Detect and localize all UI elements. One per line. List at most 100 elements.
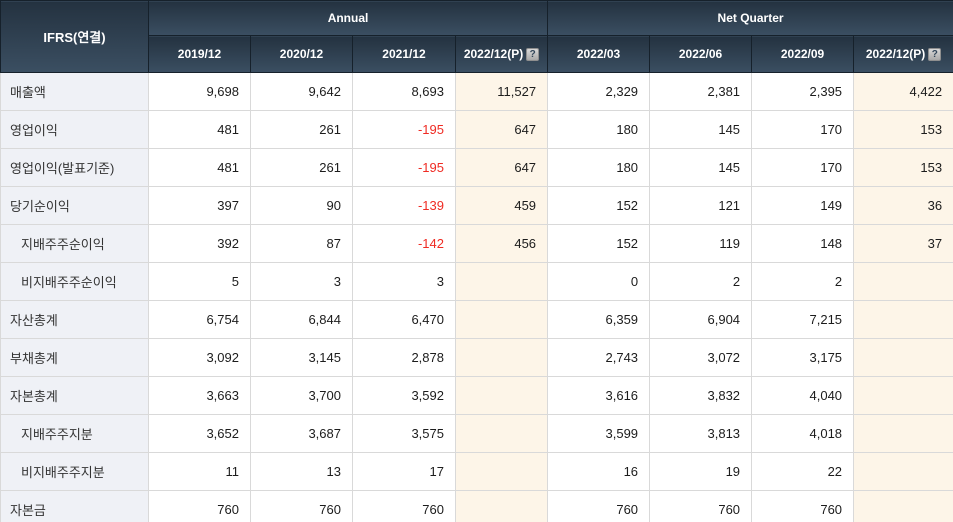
value-cell: 145: [649, 110, 753, 149]
help-icon[interactable]: ?: [928, 48, 942, 61]
help-icon[interactable]: ?: [526, 48, 540, 61]
value-cell: -139: [352, 186, 456, 225]
row-label: 자본총계: [0, 376, 149, 415]
value-cell: 180: [547, 148, 651, 187]
column-header-label: 2022/03: [576, 47, 621, 61]
column-header: 2019/12: [148, 35, 251, 73]
table-row: 부채총계 3,092 3,145 2,878 2,743 3,072 3,175: [0, 338, 953, 377]
value-cell: [454, 262, 549, 301]
value-cell: 121: [649, 186, 753, 225]
value-cell: [454, 300, 549, 339]
row-label: 비지배주주지분: [0, 452, 149, 491]
value-cell: 3,663: [148, 376, 251, 415]
group-header-annual: Annual: [147, 0, 549, 36]
value-cell: 3,832: [649, 376, 753, 415]
year-header-row: 2019/12 2020/12 2021/12 2022/12(P)? 2022/03 2…: [1, 35, 953, 73]
column-header-label: 2019/12: [177, 47, 222, 61]
value-cell: 170: [751, 148, 855, 187]
column-header: 2022/06: [649, 35, 753, 73]
column-header-label: 2020/12: [279, 47, 324, 61]
value-cell: 22: [751, 452, 855, 491]
value-cell: 3,813: [649, 414, 753, 453]
value-cell: -142: [352, 224, 456, 263]
value-cell: 4,018: [751, 414, 855, 453]
table-body: 매출액 9,698 9,642 8,693 11,527 2,329 2,381 2,395 4…: [0, 72, 953, 522]
value-cell: -195: [352, 148, 456, 187]
value-cell: 8,693: [352, 72, 456, 111]
value-cell: [853, 376, 953, 415]
value-cell: 180: [547, 110, 651, 149]
value-cell: 2,395: [751, 72, 855, 111]
value-cell: 456: [454, 224, 549, 263]
table-row: 지배주주지분 3,652 3,687 3,575 3,599 3,813 4,018: [0, 414, 953, 453]
value-cell: 149: [751, 186, 855, 225]
value-cell: 6,844: [250, 300, 353, 339]
column-header: 2022/09: [751, 35, 855, 73]
row-label: 당기순이익: [0, 186, 149, 225]
value-cell: 3,175: [751, 338, 855, 377]
value-cell: 11,527: [454, 72, 549, 111]
value-cell: 3,599: [547, 414, 651, 453]
table-row: 당기순이익 397 90 -139 459 152 121 149 36: [0, 186, 953, 225]
value-cell: [853, 452, 953, 491]
value-cell: 170: [751, 110, 855, 149]
row-label: 자본금: [0, 490, 149, 522]
value-cell: 7,215: [751, 300, 855, 339]
value-cell: [853, 300, 953, 339]
value-cell: 3,687: [250, 414, 353, 453]
value-cell: 647: [454, 148, 549, 187]
value-cell: 2: [751, 262, 855, 301]
value-cell: 392: [148, 224, 251, 263]
value-cell: 119: [649, 224, 753, 263]
table-row: 매출액 9,698 9,642 8,693 11,527 2,329 2,381 2,395 4…: [0, 72, 953, 111]
table-row: 자본금 760 760 760 760 760 760: [0, 490, 953, 522]
value-cell: -195: [352, 110, 456, 149]
value-cell: 261: [250, 110, 353, 149]
column-header-label: 2022/12(P): [865, 47, 926, 61]
value-cell: 0: [547, 262, 651, 301]
value-cell: 397: [148, 186, 251, 225]
value-cell: [454, 490, 549, 522]
value-cell: 4,422: [853, 72, 953, 111]
column-header-label: 2022/12(P): [463, 47, 524, 61]
value-cell: 37: [853, 224, 953, 263]
column-header-label: 2022/09: [780, 47, 825, 61]
value-cell: 481: [148, 110, 251, 149]
column-header-label: 2022/06: [678, 47, 723, 61]
value-cell: [853, 490, 953, 522]
table-row: 비지배주주지분 11 13 17 16 19 22: [0, 452, 953, 491]
value-cell: 261: [250, 148, 353, 187]
value-cell: [853, 262, 953, 301]
value-cell: 11: [148, 452, 251, 491]
corner-header-ifrs: IFRS(연결): [0, 0, 149, 73]
value-cell: 153: [853, 110, 953, 149]
value-cell: [454, 452, 549, 491]
column-header: 2022/12(P)?: [853, 35, 953, 73]
column-header: 2022/12(P)?: [454, 35, 549, 73]
table-row: 지배주주순이익 392 87 -142 456 152 119 148 37: [0, 224, 953, 263]
value-cell: 760: [352, 490, 456, 522]
value-cell: 87: [250, 224, 353, 263]
value-cell: 17: [352, 452, 456, 491]
table-row: 자본총계 3,663 3,700 3,592 3,616 3,832 4,040: [0, 376, 953, 415]
value-cell: [454, 338, 549, 377]
value-cell: 16: [547, 452, 651, 491]
value-cell: 2: [649, 262, 753, 301]
row-label: 자산총계: [0, 300, 149, 339]
value-cell: 647: [454, 110, 549, 149]
value-cell: 481: [148, 148, 251, 187]
value-cell: 3,700: [250, 376, 353, 415]
column-header: 2021/12: [352, 35, 456, 73]
row-label: 매출액: [0, 72, 149, 111]
value-cell: 145: [649, 148, 753, 187]
value-cell: 153: [853, 148, 953, 187]
value-cell: 2,381: [649, 72, 753, 111]
value-cell: 6,754: [148, 300, 251, 339]
value-cell: 152: [547, 186, 651, 225]
column-header-label: 2021/12: [382, 47, 426, 61]
value-cell: 2,329: [547, 72, 651, 111]
value-cell: 3,575: [352, 414, 456, 453]
table-row: 자산총계 6,754 6,844 6,470 6,359 6,904 7,215: [0, 300, 953, 339]
table-row: 영업이익 481 261 -195 647 180 145 170 153: [0, 110, 953, 149]
